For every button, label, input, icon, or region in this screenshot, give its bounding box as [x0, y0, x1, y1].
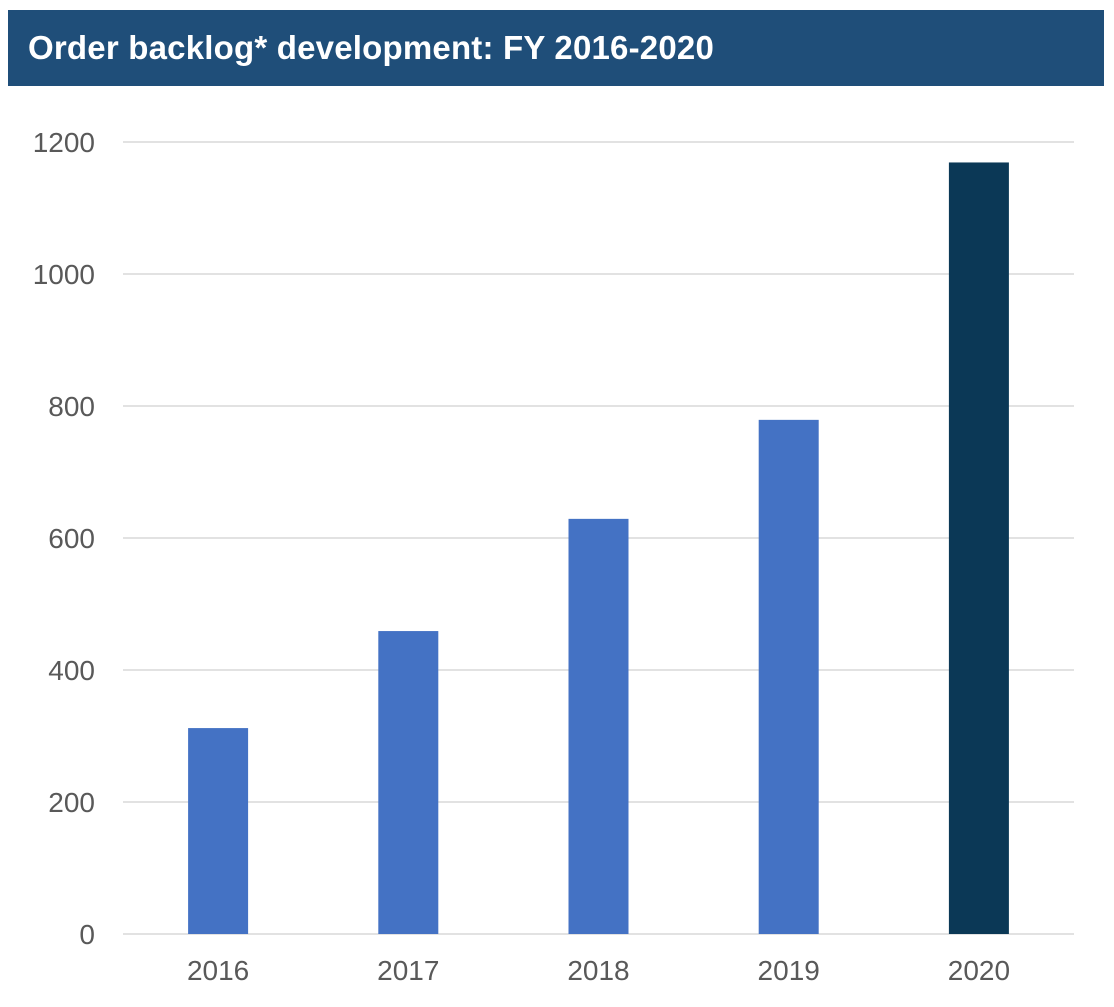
y-tick-label: 600 — [48, 523, 95, 554]
bar-2018 — [568, 518, 629, 934]
y-tick-label: 800 — [48, 391, 95, 422]
bar-2019 — [758, 419, 819, 934]
bar-2017 — [378, 631, 439, 934]
bar-2020 — [948, 162, 1009, 934]
x-tick-label: 2018 — [567, 955, 629, 986]
chart-title-bar: Order backlog* development: FY 2016-2020 — [8, 10, 1104, 86]
x-tick-label: 2016 — [187, 955, 249, 986]
y-tick-label: 0 — [79, 919, 95, 950]
bar-2016 — [188, 728, 249, 934]
bars — [188, 162, 1009, 934]
x-tick-label: 2017 — [377, 955, 439, 986]
y-tick-label: 200 — [48, 787, 95, 818]
y-tick-label: 400 — [48, 655, 95, 686]
y-axis-tick-labels: 0 200 400 600 800 1000 1200 — [33, 127, 95, 950]
x-axis-tick-labels: 2016 2017 2018 2019 2020 — [187, 955, 1010, 986]
y-tick-label: 1000 — [33, 259, 95, 290]
y-tick-label: 1200 — [33, 127, 95, 158]
x-tick-label: 2020 — [948, 955, 1010, 986]
chart-title: Order backlog* development: FY 2016-2020 — [28, 29, 714, 66]
x-tick-label: 2019 — [758, 955, 820, 986]
